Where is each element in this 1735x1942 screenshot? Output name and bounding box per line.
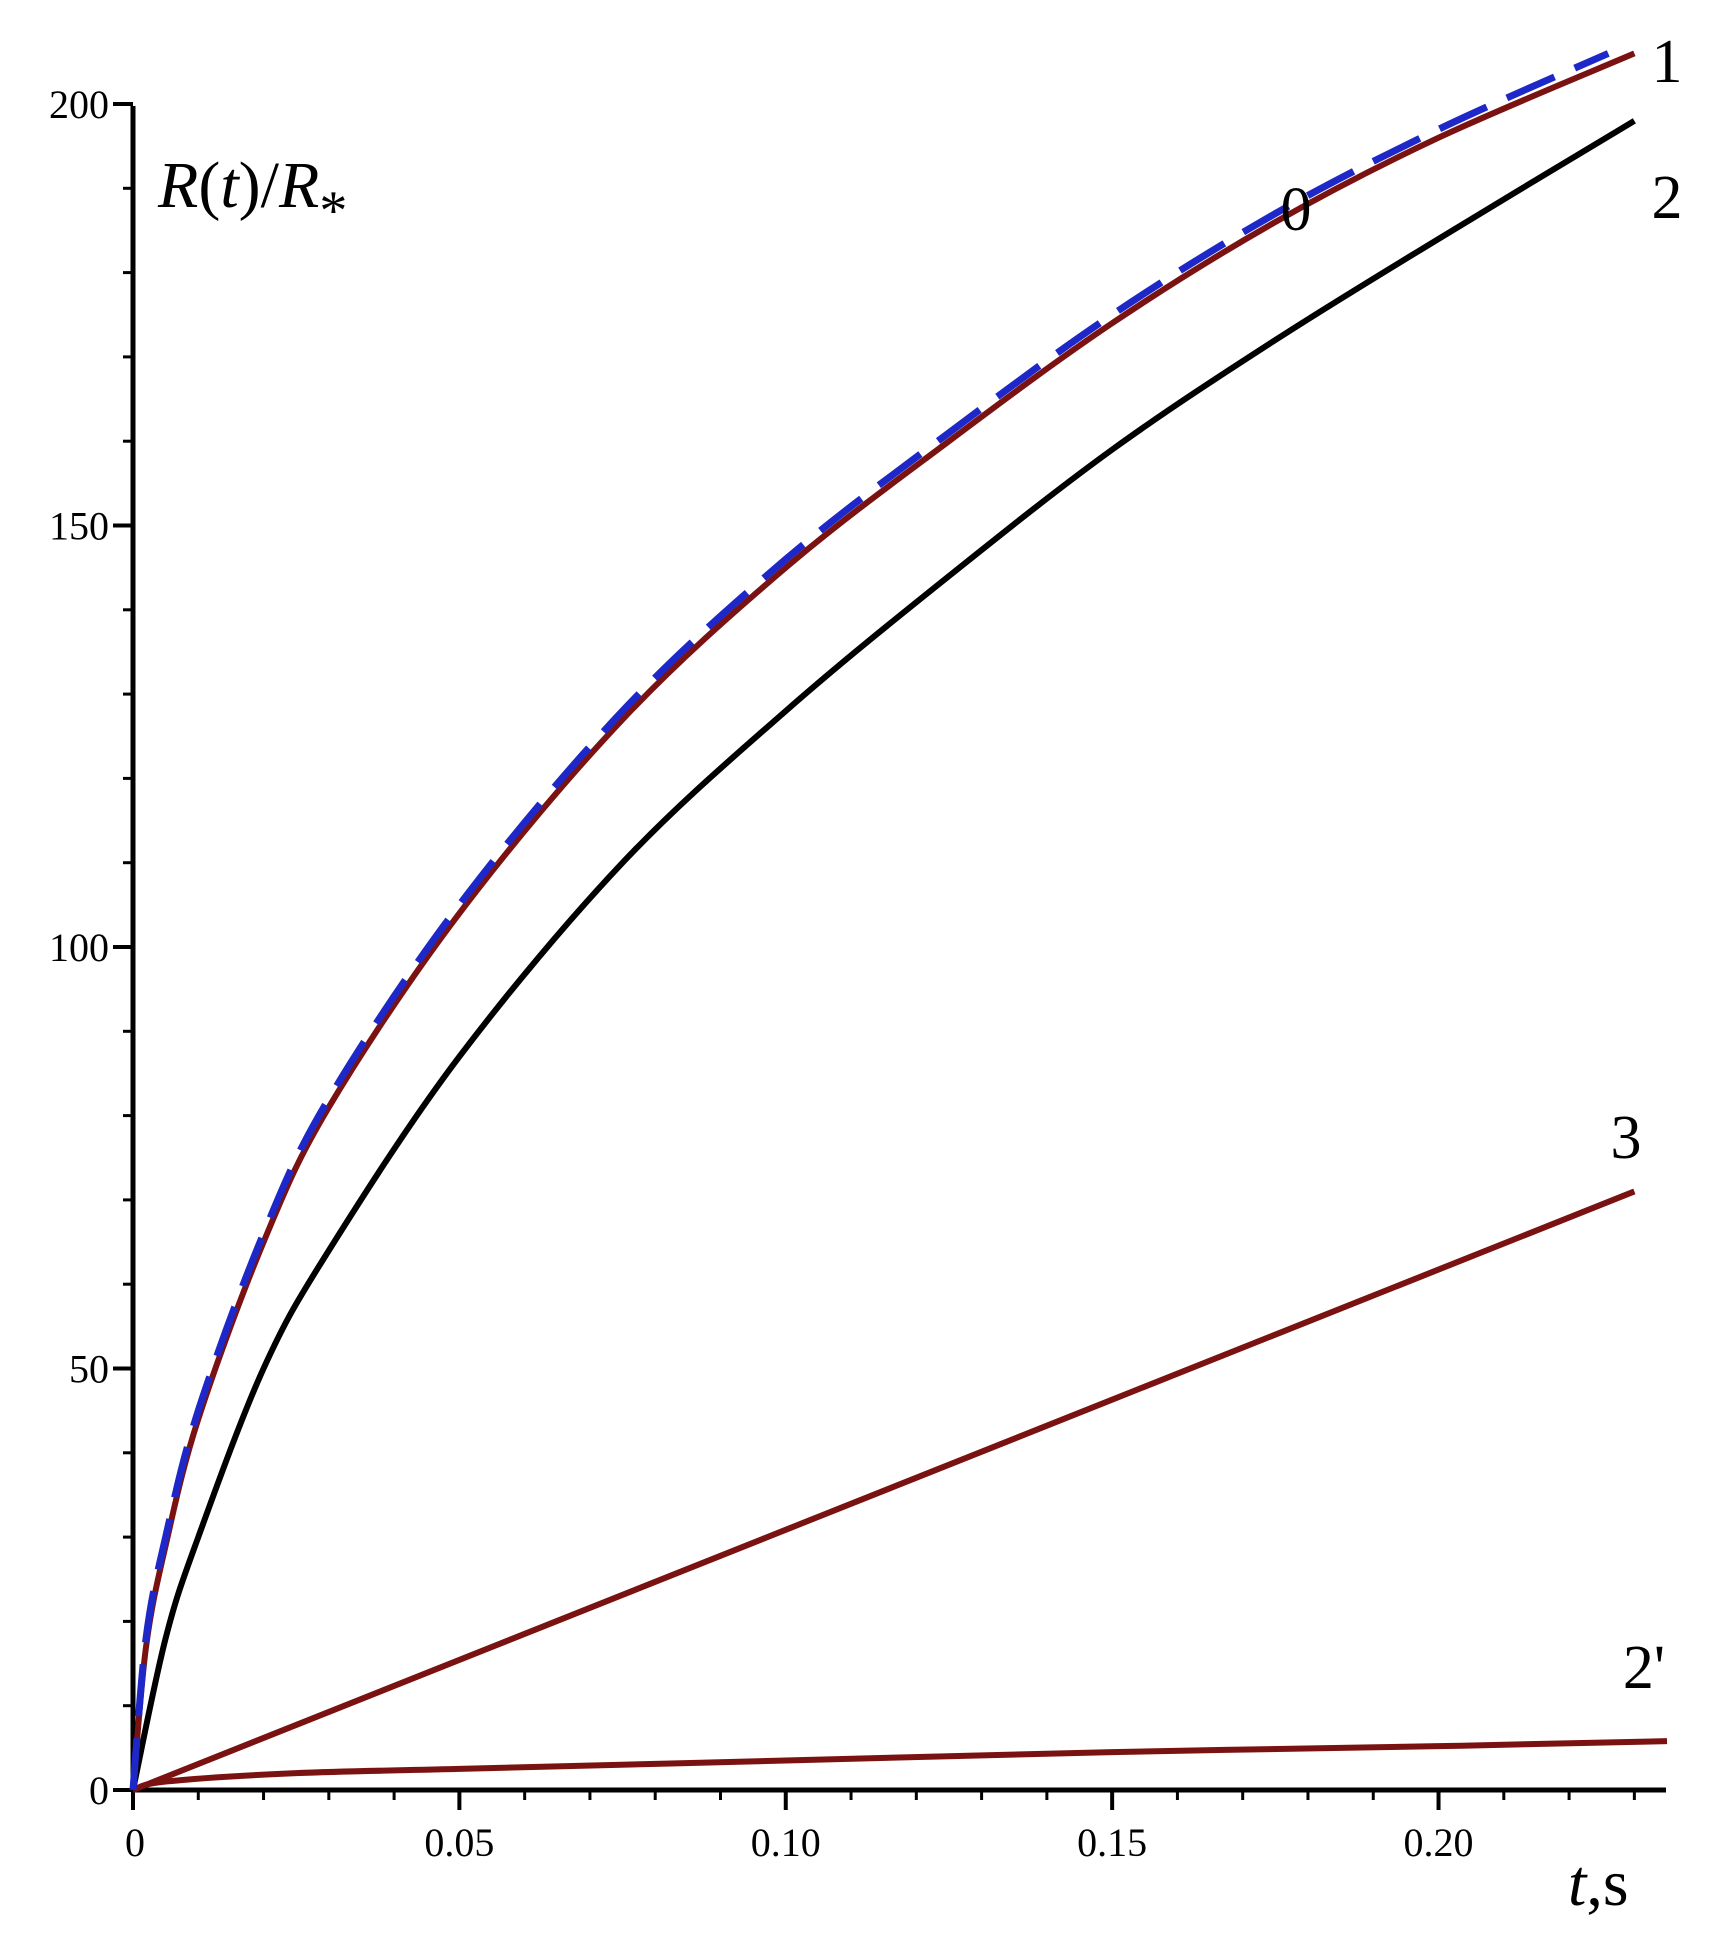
x-tick-label: 0.20 [1404, 1820, 1474, 1865]
series-line-0 [129, 50, 1610, 1791]
minor-ticks [123, 102, 1636, 1800]
curve-label-0: 0 [1281, 176, 1312, 244]
y-tick-label: 200 [49, 82, 109, 127]
x-tick-label: 0.15 [1077, 1820, 1147, 1865]
x-tick-label: 0.05 [424, 1820, 494, 1865]
curve-label-2: 2 [1652, 164, 1683, 232]
x-axis-title: t,s [1568, 1847, 1629, 1920]
series-line-2-prime [132, 1738, 1668, 1793]
curve-label-2-prime: 2' [1623, 1634, 1665, 1702]
curve-label-3: 3 [1611, 1104, 1642, 1172]
curve-label-1: 1 [1652, 28, 1683, 96]
curve-labels: 0 1 2 3 2' [1281, 28, 1683, 1702]
series [129, 50, 1668, 1793]
y-axis-title: R(t)/R* [157, 149, 347, 242]
series-line-3 [131, 1188, 1636, 1793]
series-line-2 [130, 118, 1636, 1791]
axes [130, 106, 1666, 1793]
series-line-1 [130, 50, 1636, 1791]
x-tick-label: 0.10 [751, 1820, 821, 1865]
y-tick-label: 0 [89, 1768, 109, 1813]
major-ticks: 0 50 100 150 200 0 0.05 0.10 0.15 0.20 [49, 82, 1474, 1865]
y-tick-label: 50 [69, 1347, 109, 1392]
y-tick-label: 100 [49, 925, 109, 970]
x-tick-label: 0 [125, 1820, 145, 1865]
y-tick-label: 150 [49, 504, 109, 549]
